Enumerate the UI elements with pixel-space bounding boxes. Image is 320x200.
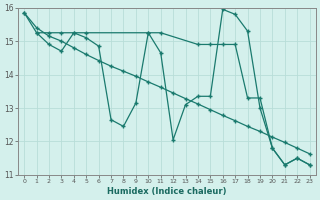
X-axis label: Humidex (Indice chaleur): Humidex (Indice chaleur) xyxy=(107,187,227,196)
